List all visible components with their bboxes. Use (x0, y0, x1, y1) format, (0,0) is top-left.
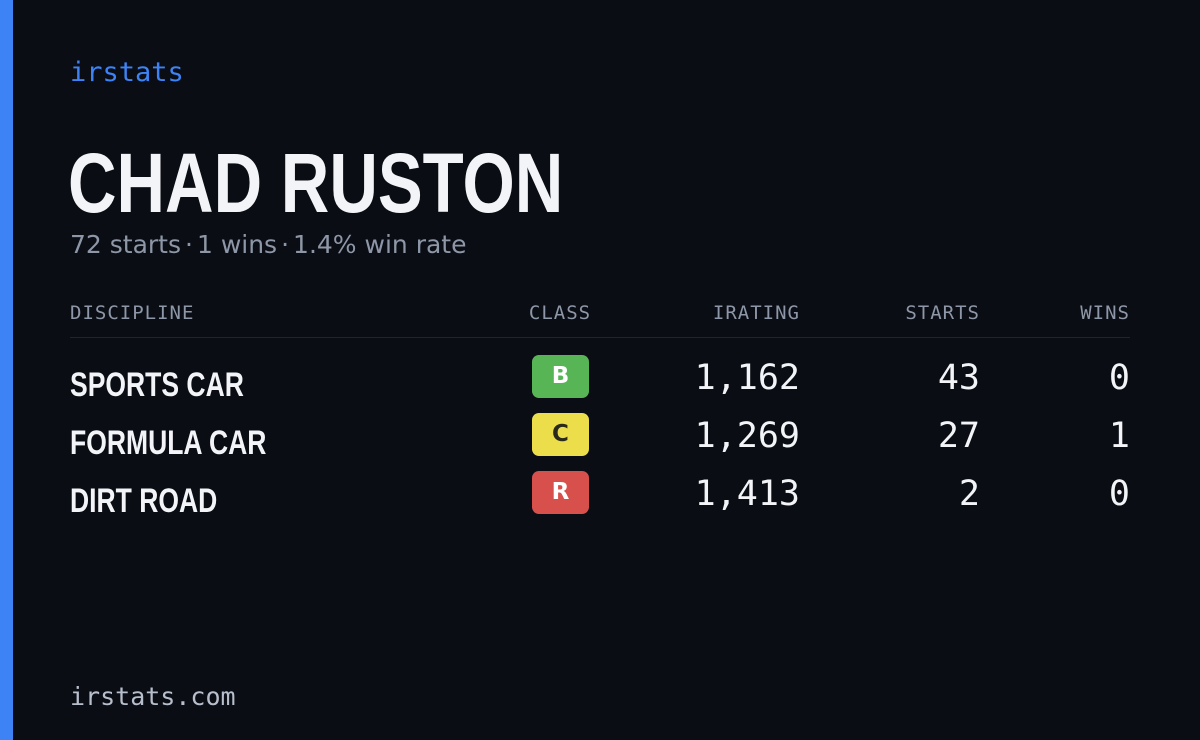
footer-url: irstats.com (70, 682, 236, 711)
row-irating: 1,162 (694, 358, 800, 398)
table-body: SPORTS CAR B 1,162 43 0 FORMULA CAR C 1,… (70, 354, 1130, 528)
class-badge: C (532, 413, 589, 456)
summary-win-rate: 1.4% win rate (293, 230, 467, 259)
row-starts: 2 (958, 474, 980, 514)
accent-bar (0, 0, 13, 740)
row-starts: 43 (937, 358, 980, 398)
header-starts: STARTS (905, 302, 980, 324)
row-discipline: DIRT ROAD (70, 482, 218, 520)
summary-separator: · (185, 230, 193, 259)
row-wins: 0 (1108, 474, 1130, 514)
row-starts: 27 (937, 416, 980, 456)
discipline-stats-table: DISCIPLINE CLASS IRATING STARTS WINS SPO… (70, 296, 1130, 528)
header-class: CLASS (528, 302, 592, 324)
row-irating: 1,413 (694, 474, 800, 514)
header-wins: WINS (1080, 302, 1130, 324)
header-discipline: DISCIPLINE (70, 302, 195, 324)
brand-logo-text: irstats (70, 57, 184, 88)
summary-separator: · (281, 230, 290, 259)
table-row: DIRT ROAD R 1,413 2 0 (70, 470, 1130, 528)
table-header: DISCIPLINE CLASS IRATING STARTS WINS (70, 296, 1130, 338)
row-discipline: SPORTS CAR (70, 366, 244, 404)
career-summary: 72 starts · 1 wins · 1.4% win rate (70, 228, 466, 262)
row-discipline: FORMULA CAR (70, 424, 267, 462)
row-irating: 1,269 (694, 416, 800, 456)
summary-starts: 72 starts (70, 230, 182, 259)
header-irating: IRATING (712, 302, 800, 324)
row-wins: 0 (1108, 358, 1130, 398)
table-row: SPORTS CAR B 1,162 43 0 (70, 354, 1130, 412)
class-badge: B (532, 355, 589, 398)
summary-wins: 1 wins (196, 230, 278, 259)
class-badge: R (532, 471, 589, 514)
table-row: FORMULA CAR C 1,269 27 1 (70, 412, 1130, 470)
row-wins: 1 (1108, 416, 1130, 456)
driver-name: CHAD RUSTON (68, 136, 564, 230)
